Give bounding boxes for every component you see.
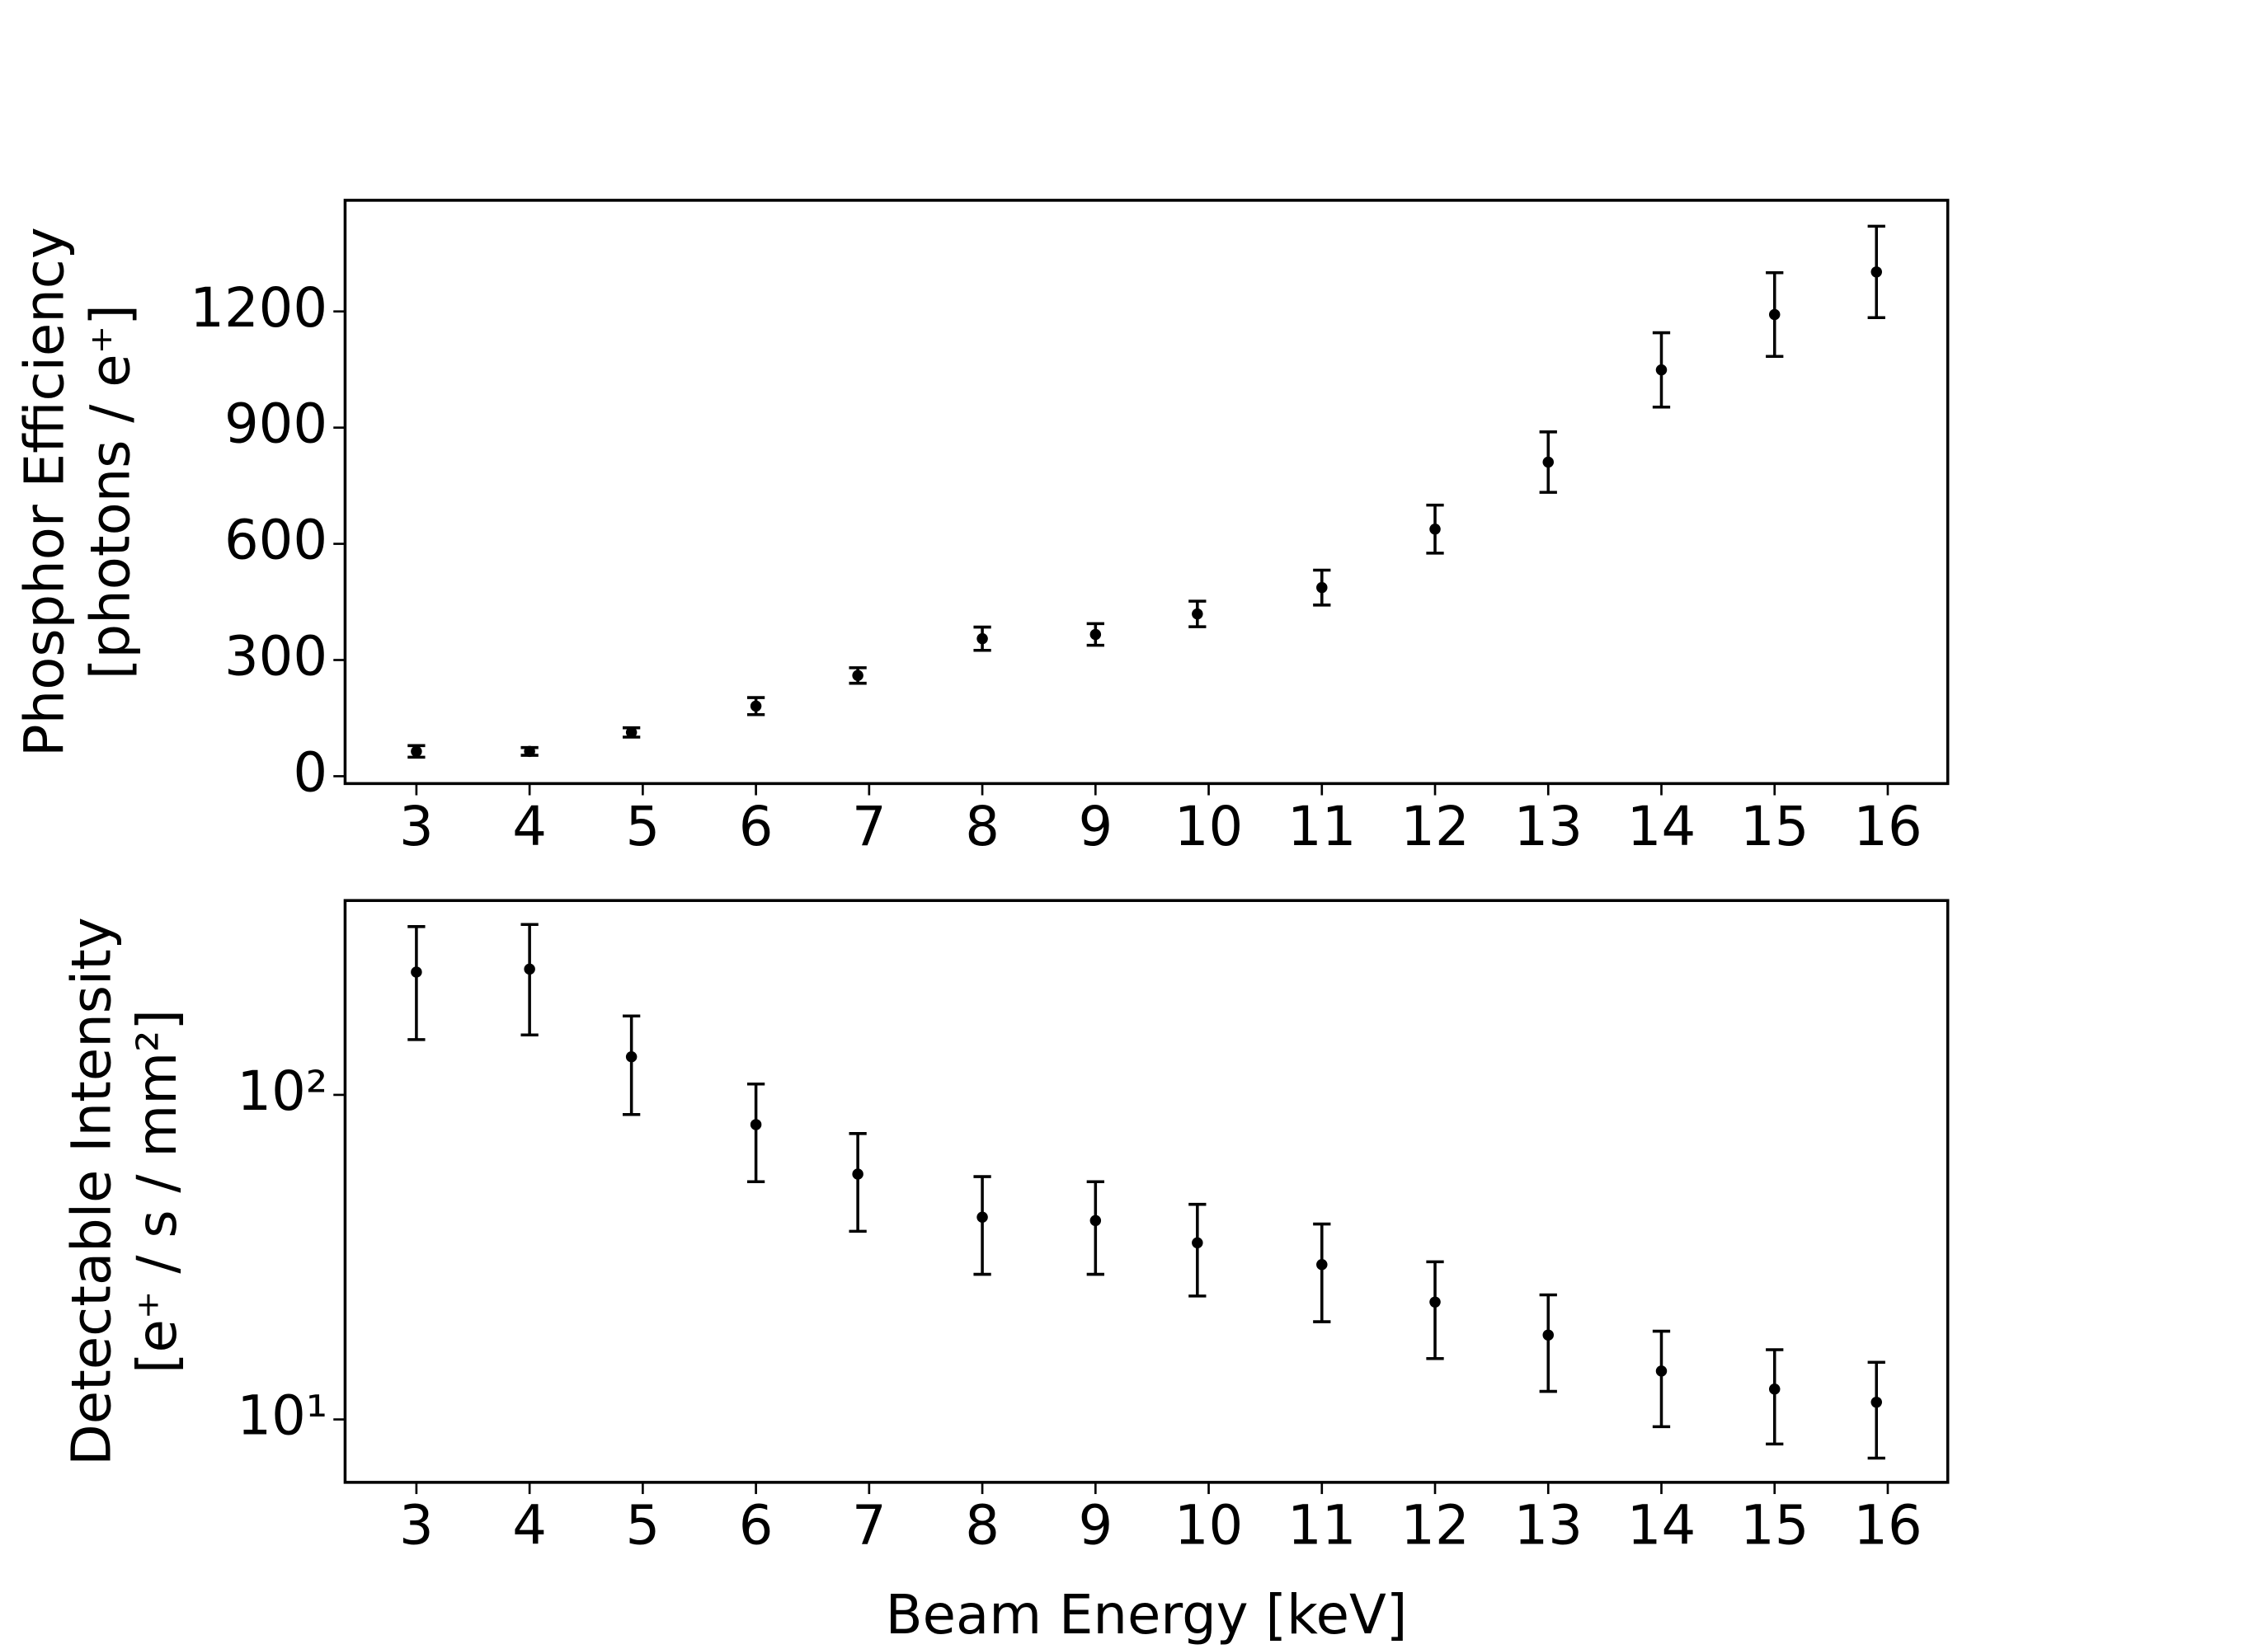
x-tick-label: 13 [1514,796,1583,858]
data-point [1316,1259,1328,1271]
data-point [1429,1296,1441,1308]
x-tick-label: 11 [1287,796,1356,858]
x-tick-label: 12 [1400,796,1469,858]
x-tick-label: 10 [1174,796,1243,858]
x-axis-label: Beam Energy [keV] [886,1584,1408,1647]
y-tick-label: 300 [224,626,327,688]
x-tick-label: 6 [739,796,774,858]
data-point [852,1168,863,1180]
data-point [1870,266,1882,278]
data-point [1429,523,1441,535]
y-tick-label: 900 [224,393,327,456]
plot-frame [343,199,1950,786]
data-point [1542,1329,1554,1341]
y-tick-label: 0 [293,741,327,804]
data-point [976,632,988,645]
y-axis-label: Detectable Intensity [60,917,123,1465]
data-point [852,669,863,682]
data-point [1655,1365,1668,1377]
x-tick-label: 12 [1400,1495,1469,1557]
y-axis-label: Phosphor Efficiency [14,227,77,757]
y-tick-label: 1200 [190,277,327,340]
data-point [1089,1214,1102,1227]
x-tick-label: 14 [1627,1495,1696,1557]
data-point [1768,1384,1781,1395]
x-tick-label: 8 [965,796,1000,858]
x-tick-label: 7 [852,796,887,858]
data-point [1870,1396,1882,1408]
x-tick-label: 3 [399,796,434,858]
x-tick-label: 4 [512,796,547,858]
x-tick-label: 11 [1287,1495,1356,1557]
y-tick-label: 10¹ [237,1385,327,1448]
data-point [1192,1237,1203,1249]
y-axis-label: [e⁺ / s / mm²] [126,1009,189,1374]
x-tick-label: 13 [1514,1495,1583,1557]
plot-frame [343,899,1950,1484]
x-tick-label: 9 [1078,1495,1113,1557]
x-tick-label: 14 [1627,796,1696,858]
data-point [1316,581,1328,594]
data-point [625,1051,638,1063]
data-point [411,745,422,758]
data-point [1089,628,1102,641]
data-point [976,1211,988,1223]
x-tick-label: 16 [1853,796,1922,858]
x-tick-label: 3 [399,1495,434,1557]
x-tick-label: 5 [626,1495,661,1557]
x-tick-label: 16 [1853,1495,1922,1557]
data-point [524,745,535,758]
x-tick-label: 15 [1740,1495,1809,1557]
y-axis-label: [photons / e⁺] [79,304,142,679]
x-tick-label: 7 [852,1495,887,1557]
x-tick-label: 6 [739,1495,774,1557]
data-point [1655,364,1668,376]
x-tick-label: 15 [1740,796,1809,858]
data-point [524,963,535,975]
x-tick-label: 8 [965,1495,1000,1557]
y-tick-label: 600 [224,510,327,572]
data-point [625,726,638,739]
data-point [750,1119,762,1130]
data-point [1542,456,1554,468]
data-point [750,700,762,712]
x-tick-label: 5 [626,796,661,858]
x-tick-label: 10 [1174,1495,1243,1557]
x-tick-label: 9 [1078,796,1113,858]
x-tick-label: 4 [512,1495,547,1557]
y-tick-label: 10² [237,1060,327,1123]
data-point [411,966,422,978]
data-point [1768,308,1781,321]
data-point [1192,608,1203,620]
